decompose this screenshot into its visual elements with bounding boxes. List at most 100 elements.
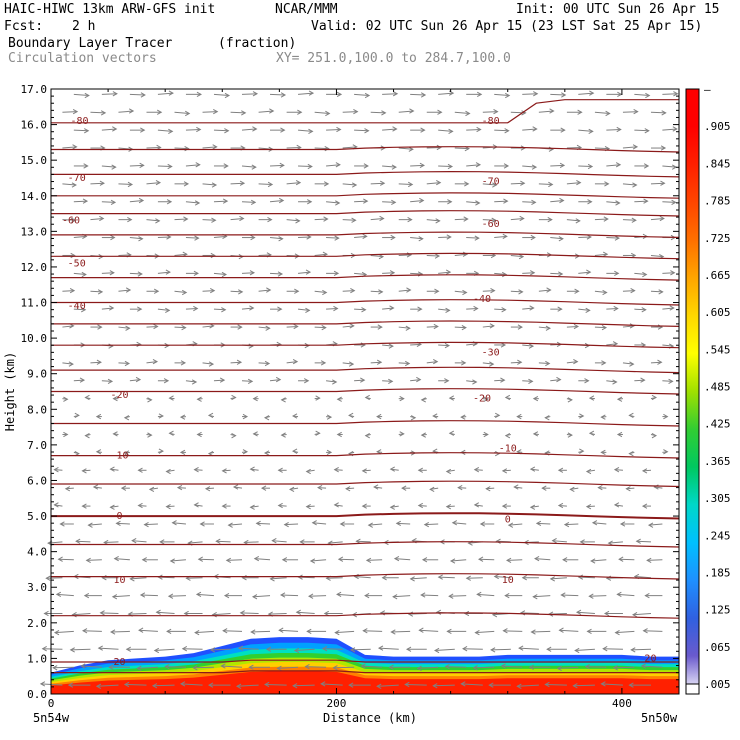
vector-head xyxy=(562,557,568,563)
vector-head xyxy=(417,502,424,509)
vector-head xyxy=(194,629,200,636)
circulation-vector xyxy=(594,326,607,329)
vector-head xyxy=(71,182,77,188)
circulation-vector xyxy=(377,684,399,687)
circulation-vector xyxy=(286,146,301,149)
circulation-vector xyxy=(298,165,312,168)
circulation-vector xyxy=(82,469,91,472)
circulation-vector xyxy=(398,147,413,150)
circulation-vector xyxy=(342,219,356,221)
circulation-vector xyxy=(503,630,523,632)
isotherm-label: -70 xyxy=(68,173,86,184)
circulation-vector xyxy=(118,326,130,329)
vector-head xyxy=(250,199,257,205)
vector-head xyxy=(305,504,311,510)
vector-head xyxy=(642,271,648,278)
vector-head xyxy=(180,360,187,366)
circulation-vector xyxy=(405,684,427,686)
vector-head xyxy=(517,359,523,365)
circulation-vector xyxy=(354,308,366,311)
vector-head xyxy=(131,538,137,544)
y-tick-label: 12.0 xyxy=(21,261,48,274)
circulation-vector xyxy=(362,469,371,472)
vector-head xyxy=(237,324,243,330)
isotherm-label: -60 xyxy=(482,219,500,230)
vector-head xyxy=(165,504,171,510)
isotherm-line xyxy=(51,480,680,488)
vector-head xyxy=(139,162,145,168)
vector-head xyxy=(242,449,249,455)
vector-head xyxy=(305,307,311,313)
vector-head xyxy=(660,145,667,151)
circulation-vector xyxy=(258,326,270,329)
circulation-vector xyxy=(454,326,466,329)
vector-head xyxy=(109,504,115,510)
vector-head xyxy=(573,323,580,330)
field-name: Boundary Layer Tracer xyxy=(8,36,173,51)
circulation-vector xyxy=(617,593,635,597)
circulation-vector xyxy=(382,201,396,203)
vector-head xyxy=(155,180,162,186)
vector-head xyxy=(410,415,417,421)
circulation-vector xyxy=(454,218,468,221)
circulation-vector xyxy=(213,308,226,311)
vector-head xyxy=(127,217,133,223)
y-tick-label: 6.0 xyxy=(27,474,47,487)
vector-head xyxy=(179,414,186,420)
vector-head xyxy=(544,415,550,421)
vector-head xyxy=(260,485,267,491)
circulation-vector xyxy=(510,254,524,258)
vector-head xyxy=(618,556,624,562)
vector-head xyxy=(222,628,228,634)
vector-head xyxy=(68,361,74,367)
circulation-vector xyxy=(426,325,438,328)
isotherm-label: -50 xyxy=(68,258,86,269)
vector-head xyxy=(323,216,329,222)
vector-head xyxy=(265,325,271,331)
vector-head xyxy=(236,683,242,689)
vector-head xyxy=(147,397,153,403)
vector-head xyxy=(209,647,216,653)
circulation-vector xyxy=(382,128,397,131)
circulation-vector xyxy=(286,219,300,222)
vector-head xyxy=(391,164,397,170)
vector-head xyxy=(43,610,49,617)
vector-head xyxy=(280,397,286,403)
circulation-vector xyxy=(90,217,104,221)
circulation-vector xyxy=(606,380,617,383)
vector-head xyxy=(250,629,256,635)
vector-head xyxy=(505,92,511,99)
circulation-vector xyxy=(410,93,426,96)
vector-head xyxy=(587,163,594,170)
colorbar-label: – xyxy=(704,83,711,96)
circulation-vector xyxy=(576,611,595,614)
vector-head xyxy=(641,307,647,313)
circulation-vector xyxy=(118,362,129,364)
circulation-vector xyxy=(65,487,74,490)
vector-head xyxy=(569,486,575,493)
circulation-vector xyxy=(538,362,550,364)
vector-head xyxy=(326,449,333,456)
vector-head xyxy=(405,646,412,652)
vector-head xyxy=(124,360,130,367)
vector-head xyxy=(292,413,298,419)
vector-head xyxy=(323,181,330,187)
circulation-vector xyxy=(642,469,652,472)
vector-head xyxy=(137,467,143,473)
vector-head xyxy=(266,287,272,293)
vector-head xyxy=(225,557,232,564)
vector-head xyxy=(52,665,58,671)
vector-head xyxy=(529,305,535,311)
vector-head xyxy=(506,557,512,564)
vector-head xyxy=(591,520,598,526)
vector-head xyxy=(158,448,164,454)
circulation-vector xyxy=(594,218,608,221)
vector-head xyxy=(83,592,90,599)
circulation-vector xyxy=(410,164,424,167)
vector-head xyxy=(491,217,497,223)
vector-head xyxy=(465,110,471,117)
vector-head xyxy=(517,324,523,330)
vector-head xyxy=(451,520,458,526)
vector-head xyxy=(276,665,282,672)
circulation-vector xyxy=(212,612,231,616)
